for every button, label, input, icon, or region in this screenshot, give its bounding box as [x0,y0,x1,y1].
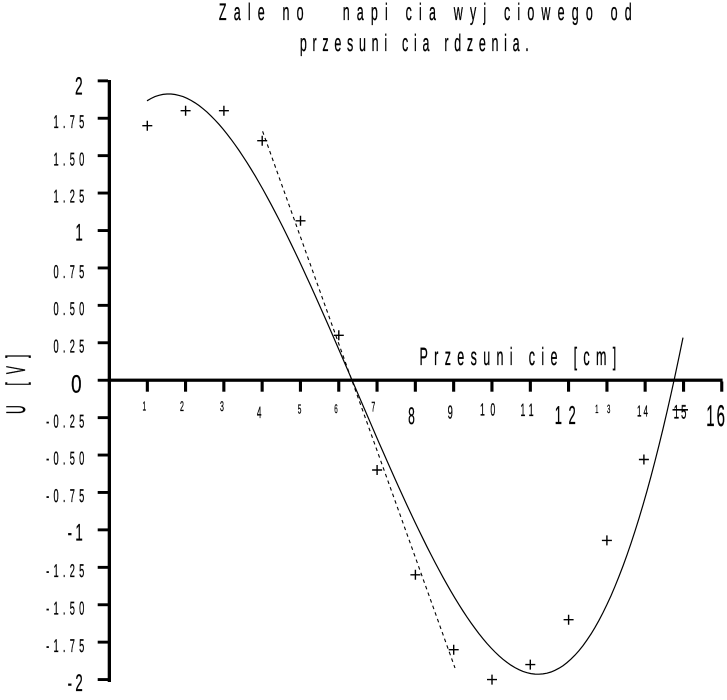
svg-text:0: 0 [71,371,86,399]
svg-text:3: 3 [220,398,226,414]
svg-text:5: 5 [298,402,304,417]
svg-text:10: 10 [480,400,501,420]
svg-text:0.75: 0.75 [53,261,88,282]
svg-text:16: 16 [706,400,727,433]
svg-text:-1.75: -1.75 [46,635,88,656]
svg-text:2: 2 [75,72,86,100]
svg-text:0.50: 0.50 [53,298,88,319]
svg-text:2: 2 [180,398,186,414]
svg-text:-0.75: -0.75 [46,485,88,506]
svg-text:9: 9 [448,402,455,423]
svg-text:0.25: 0.25 [53,335,88,356]
svg-text:przesuni cia rdzenia.: przesuni cia rdzenia. [300,30,535,57]
svg-text:1: 1 [142,399,148,414]
svg-text:12: 12 [555,400,582,430]
svg-text:-1: -1 [68,520,86,547]
svg-text:15: 15 [674,402,689,424]
svg-text:1.75: 1.75 [53,111,88,132]
svg-text:Przesuni cie [cm]: Przesuni cie [cm] [420,343,623,371]
svg-text:14: 14 [637,403,650,420]
svg-text:8: 8 [408,403,417,430]
svg-text:7: 7 [371,398,377,414]
svg-text:1.50: 1.50 [53,148,88,169]
svg-text:4: 4 [257,404,264,422]
svg-text:-1.50: -1.50 [46,597,88,618]
svg-text:-0.50: -0.50 [46,448,88,469]
svg-text:Zale no napi cia wyj ciowego: Zale no napi cia wyj ciowego od [219,0,639,26]
svg-text:U [V]: U [V] [1,346,31,414]
svg-text:13: 13 [595,402,619,416]
svg-text:-2: -2 [68,670,86,697]
svg-text:6: 6 [334,402,339,416]
svg-text:-0.25: -0.25 [46,410,88,431]
svg-text:11: 11 [520,400,537,420]
svg-text:1.25: 1.25 [53,186,88,207]
svg-text:1: 1 [75,220,86,247]
svg-text:-1.25: -1.25 [46,560,88,581]
